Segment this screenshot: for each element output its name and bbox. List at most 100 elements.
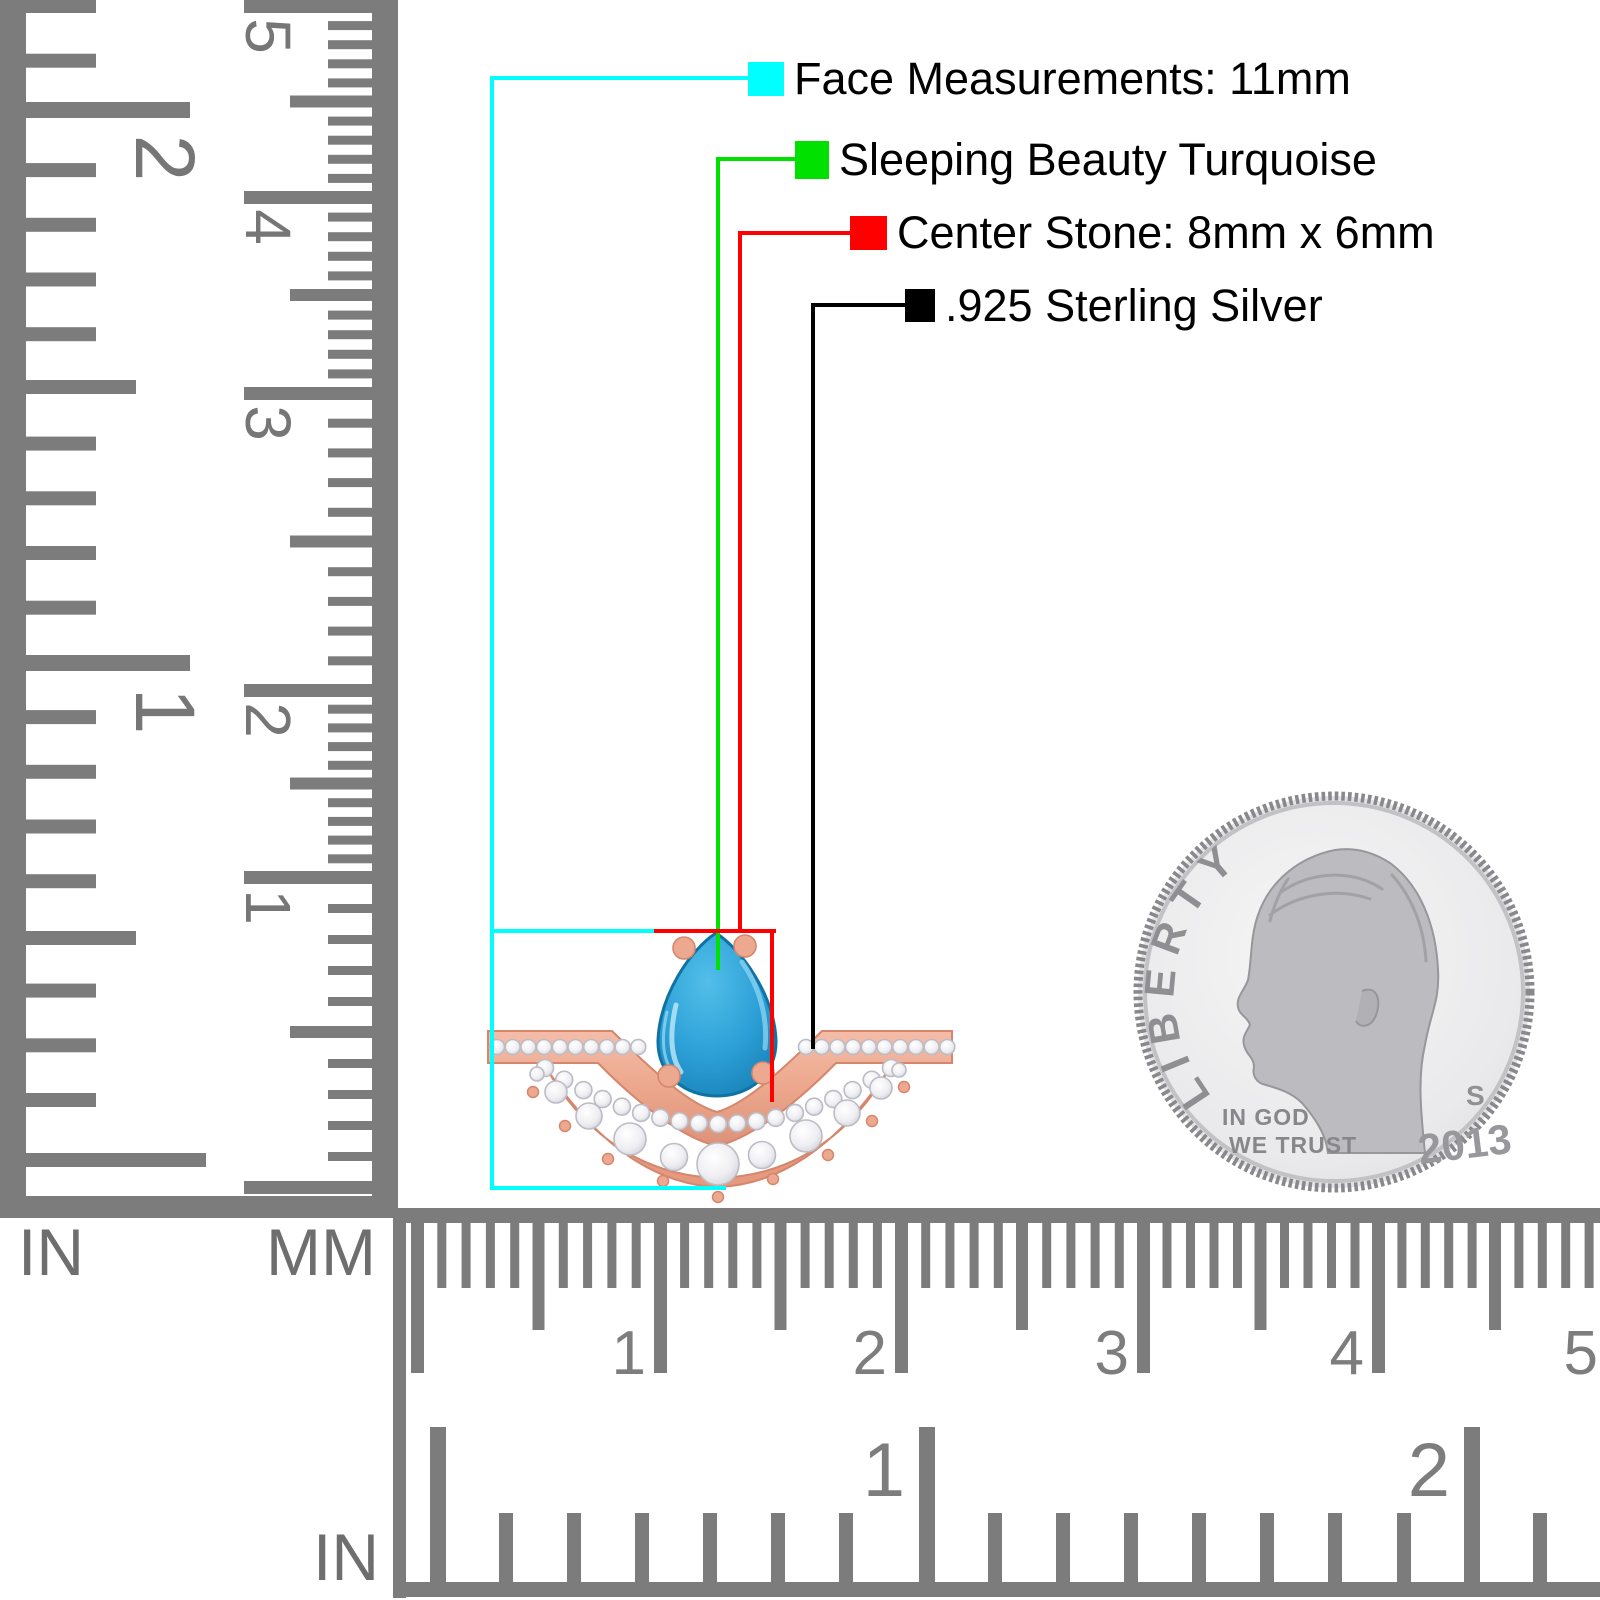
- accent-diamond: [938, 1038, 956, 1056]
- mm-minor-tick: [1186, 1223, 1195, 1288]
- metal-callout-line: [811, 303, 815, 1049]
- center-stone-callout-line: [770, 929, 774, 1102]
- accent-diamond: [631, 1103, 651, 1123]
- inch-minor-tick: [1260, 1513, 1274, 1583]
- cm-major-tick: [1137, 1223, 1150, 1373]
- mm-minor-tick: [328, 935, 372, 944]
- gold-prong-tip: [656, 1174, 670, 1188]
- stone-type-callout-line: [716, 157, 797, 161]
- mm-minor-tick: [328, 330, 372, 340]
- mm-minor-tick: [328, 232, 372, 242]
- cm-major-tick: [244, 684, 372, 697]
- mm-minor-tick: [328, 173, 372, 183]
- mm-minor-tick: [328, 59, 372, 69]
- mm-minor-tick: [461, 1223, 471, 1288]
- stone-type-label: Sleeping Beauty Turquoise: [839, 134, 1377, 185]
- half-cm-tick: [290, 95, 372, 108]
- accent-diamond: [612, 1097, 632, 1117]
- left-ruler-mm-unit-label: MM: [266, 1215, 376, 1289]
- mm-minor-tick: [485, 1223, 495, 1288]
- inch-minor-tick: [635, 1513, 649, 1583]
- mm-minor-tick: [328, 1059, 372, 1068]
- accent-diamond: [860, 1038, 878, 1056]
- inch-minor-tick: [1328, 1513, 1342, 1583]
- coin-mint-mark: S: [1466, 1080, 1485, 1111]
- accent-diamond: [891, 1062, 907, 1078]
- mm-minor-tick: [1467, 1223, 1477, 1288]
- mm-minor-tick: [1514, 1223, 1524, 1288]
- mm-minor-tick: [328, 997, 372, 1006]
- accent-diamond: [785, 1103, 805, 1123]
- cm-major-tick: [244, 0, 372, 13]
- accent-diamond: [567, 1038, 584, 1056]
- inch-minor-tick: [26, 0, 96, 13]
- mm-minor-tick: [328, 798, 372, 808]
- inch-minor-tick: [26, 710, 96, 725]
- stone-prong: [733, 934, 757, 958]
- mm-minor-tick: [328, 966, 372, 975]
- mm-minor-tick: [328, 742, 372, 752]
- inch-long-tick: [26, 1153, 206, 1167]
- bottom-ruler-top-edge: [393, 1208, 1600, 1223]
- bottom-ruler-inch-unit-label: IN: [313, 1520, 379, 1594]
- inch-minor-tick: [988, 1513, 1002, 1583]
- mm-minor-tick: [1444, 1223, 1454, 1288]
- mm-minor-tick: [328, 854, 372, 864]
- center-stone-callout-line: [738, 231, 852, 235]
- inch-minor-tick: [26, 600, 96, 615]
- mm-minor-tick: [328, 723, 372, 733]
- mm-minor-tick: [510, 1223, 520, 1288]
- inch-minor-tick: [26, 163, 96, 178]
- face-measurements-label: Face Measurements: 11mm: [794, 53, 1351, 104]
- accent-diamond: [891, 1038, 909, 1056]
- mm-minor-tick: [328, 154, 372, 164]
- bottom-ruler-cm-number: 4: [1330, 1319, 1364, 1388]
- metal-label: .925 Sterling Silver: [945, 279, 1323, 331]
- gold-prong-tip: [711, 1190, 725, 1204]
- inch-minor-tick: [26, 764, 96, 779]
- inch-minor-tick: [1124, 1513, 1138, 1583]
- mm-minor-tick: [824, 1223, 834, 1288]
- mm-minor-tick: [704, 1223, 714, 1288]
- bottom-ruler-cm-number: 1: [612, 1319, 646, 1388]
- left-ruler-inch-unit-label: IN: [18, 1215, 84, 1289]
- mm-minor-tick: [1090, 1223, 1100, 1288]
- stone-prong: [751, 1061, 775, 1085]
- mm-minor-tick: [969, 1223, 979, 1288]
- stone-type-callout-swatch: [795, 141, 829, 179]
- coin-motto-line1: IN GOD: [1222, 1104, 1310, 1130]
- face-measurements-callout-swatch: [748, 62, 784, 96]
- cm-major-tick: [244, 387, 372, 400]
- metal-callout-swatch: [905, 289, 935, 322]
- half-cm-tick: [1254, 1223, 1267, 1330]
- bottom-ruler-left-edge: [393, 1208, 406, 1598]
- inch-minor-tick: [1397, 1513, 1411, 1583]
- bottom-ruler-bottom-edge: [393, 1582, 1600, 1597]
- cm-major-tick: [411, 1223, 424, 1373]
- mm-minor-tick: [1561, 1223, 1571, 1288]
- center-stone-label: Center Stone: 8mm x 6mm: [897, 207, 1435, 258]
- mm-minor-tick: [328, 448, 372, 458]
- accent-diamond: [747, 1111, 766, 1131]
- mm-minor-tick: [728, 1223, 738, 1288]
- inch-minor-tick: [26, 546, 96, 560]
- mm-minor-tick: [328, 478, 372, 488]
- mm-minor-tick: [328, 349, 372, 359]
- accent-diamond: [535, 1038, 553, 1056]
- inch-minor-tick: [26, 819, 96, 834]
- accent-diamond: [766, 1108, 785, 1128]
- dime-coin: LIBERTY IN GOD WE TRUST S 2013: [1133, 791, 1535, 1193]
- left-ruler-bottom-edge: [0, 1196, 398, 1218]
- mm-minor-tick: [328, 40, 372, 50]
- accent-diamond: [613, 1122, 647, 1156]
- mm-minor-tick: [328, 135, 372, 145]
- mm-minor-tick: [328, 212, 372, 222]
- accent-diamond: [907, 1038, 925, 1056]
- mm-minor-tick: [921, 1223, 931, 1288]
- gold-prong-tip: [865, 1114, 879, 1128]
- inch-minor-tick: [499, 1513, 513, 1583]
- mm-minor-tick: [1280, 1223, 1289, 1288]
- inch-minor-tick: [26, 1038, 96, 1053]
- ring-image: [487, 931, 956, 1204]
